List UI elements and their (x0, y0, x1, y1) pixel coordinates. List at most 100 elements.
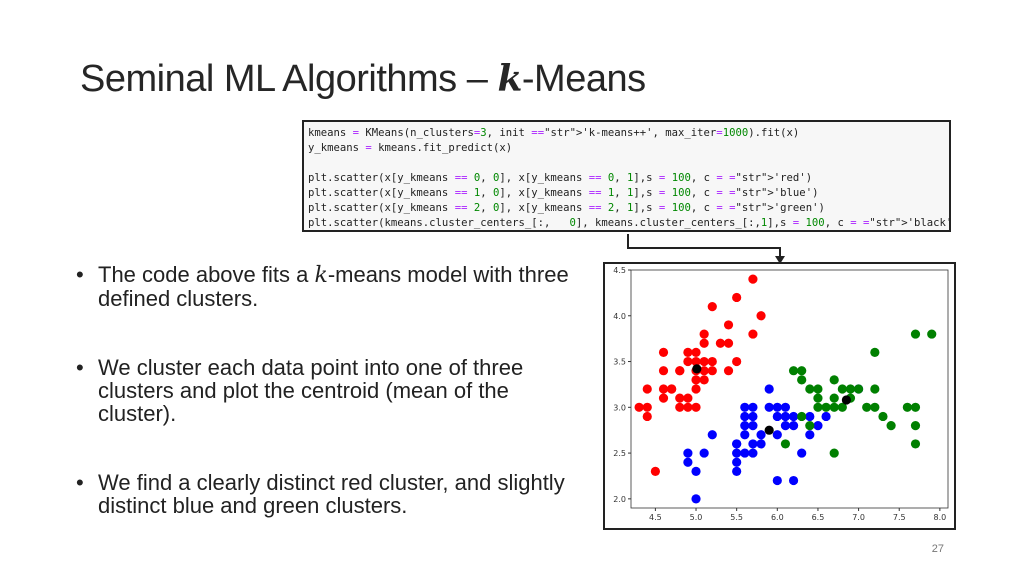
x-tick-label: 6.0 (771, 513, 784, 522)
green-cluster-point (886, 421, 896, 431)
blue-cluster-point (748, 411, 758, 422)
y-tick-label: 4.5 (613, 266, 626, 275)
red-cluster-point (691, 402, 701, 412)
green-cluster-point (870, 384, 880, 394)
red-cluster-point (723, 366, 734, 376)
blue-cluster-point (740, 402, 750, 412)
red-cluster-point (675, 366, 685, 376)
x-tick-label: 4.5 (649, 513, 662, 522)
bullet-item: We cluster each data point into one of t… (76, 356, 586, 425)
blue-cluster-point (740, 411, 750, 422)
bullet-list: The code above fits a k-means model with… (76, 263, 586, 563)
blue-cluster-point (732, 448, 742, 458)
blue-cluster-point (683, 448, 693, 458)
blue-cluster-point (748, 439, 758, 449)
code-block: kmeans = KMeans(n_clusters=3, init =="st… (302, 120, 951, 232)
code-text: kmeans = KMeans(n_clusters=3, init =="st… (308, 127, 951, 229)
red-cluster-point (642, 411, 652, 422)
green-cluster-point (910, 439, 921, 449)
blue-cluster-point (756, 439, 766, 449)
blue-cluster-point (691, 466, 701, 476)
green-cluster-point (805, 421, 815, 431)
y-tick-label: 3.5 (613, 358, 626, 367)
y-tick-label: 2.0 (613, 495, 626, 504)
blue-cluster-point (797, 448, 807, 458)
red-cluster-point (683, 393, 693, 403)
blue-cluster-point (740, 421, 750, 431)
blue-cluster-point (764, 402, 774, 412)
red-cluster-point (683, 402, 693, 412)
red-cluster-point (634, 402, 644, 412)
green-cluster-point (845, 384, 856, 394)
blue-cluster-point (756, 430, 766, 440)
green-cluster-point (788, 366, 799, 376)
green-cluster-point (853, 384, 864, 394)
red-cluster-point (658, 347, 669, 357)
red-cluster-point (723, 338, 734, 348)
red-cluster-point (683, 347, 693, 357)
blue-cluster-point (732, 439, 742, 449)
blue-cluster-point (772, 402, 782, 412)
blue-cluster-point (732, 466, 742, 476)
red-cluster-point (707, 356, 717, 367)
blue-cluster-point (748, 421, 758, 431)
plot-frame (630, 269, 949, 509)
green-cluster-point (870, 402, 880, 412)
x-tick-label: 7.5 (893, 513, 906, 522)
green-cluster-point (797, 366, 807, 376)
red-cluster-point (748, 274, 758, 284)
red-cluster-point (707, 366, 717, 376)
scatter-plot: 4.5 5.0 5.5 6.0 6.5 7.0 7.5 8.0 2.0 2.5 3.0 3.5 4.0 4… (613, 266, 949, 522)
red-cluster-point (658, 366, 669, 376)
green-cluster-point (813, 384, 823, 394)
red-cluster-point (691, 356, 701, 367)
blue-cluster-point (683, 457, 693, 467)
blue-cluster-point (707, 430, 717, 440)
blue-cluster-point (699, 448, 709, 458)
red-cluster-point (699, 366, 709, 376)
red-cluster-point (691, 384, 701, 394)
red-cluster-point (675, 393, 685, 403)
blue-cluster-point (780, 411, 791, 422)
green-cluster-point (829, 375, 839, 385)
y-tick-label: 2.5 (613, 449, 626, 458)
green-cluster-point (829, 448, 839, 458)
green-cluster-point (813, 393, 823, 403)
y-tick-label: 3.0 (613, 403, 626, 412)
green-cluster-point (902, 402, 912, 412)
blue-cluster-point (805, 411, 815, 422)
green-cluster-point (829, 402, 839, 412)
x-tick-label: 8.0 (934, 513, 947, 522)
green-cluster-point (910, 329, 921, 339)
bullet-item: The code above fits a k-means model with… (76, 263, 586, 310)
red-cluster-point (642, 384, 652, 394)
blue-cluster-point (740, 430, 750, 440)
x-tick-label: 5.0 (690, 513, 703, 522)
blue-cluster-point (691, 494, 701, 504)
green-cluster-point (821, 402, 831, 412)
red-cluster-point (699, 338, 709, 348)
centroid-point (764, 425, 774, 435)
green-cluster-point (927, 329, 937, 339)
blue-cluster-point (764, 384, 774, 394)
green-cluster-point (805, 384, 815, 394)
page-number: 27 (931, 543, 944, 555)
green-cluster-point (813, 402, 823, 412)
green-cluster-point (797, 375, 807, 385)
title-suffix: -Means (521, 58, 646, 100)
green-cluster-point (797, 411, 807, 422)
centroid-point (692, 364, 702, 374)
blue-cluster-point (772, 475, 782, 486)
red-cluster-point (642, 402, 652, 412)
red-cluster-point (707, 302, 717, 312)
red-cluster-point (658, 384, 669, 394)
red-cluster-point (732, 356, 742, 367)
scatter-chart: 4.5 5.0 5.5 6.0 6.5 7.0 7.5 8.0 2.0 2.5 3.0 3.5 4.0 4… (603, 262, 956, 530)
green-cluster-point (837, 402, 847, 412)
red-cluster-point (699, 375, 709, 385)
y-tick-label: 4.0 (613, 312, 626, 321)
red-cluster-point (748, 329, 758, 339)
x-tick-label: 6.5 (812, 513, 825, 522)
blue-cluster-point (748, 448, 758, 458)
